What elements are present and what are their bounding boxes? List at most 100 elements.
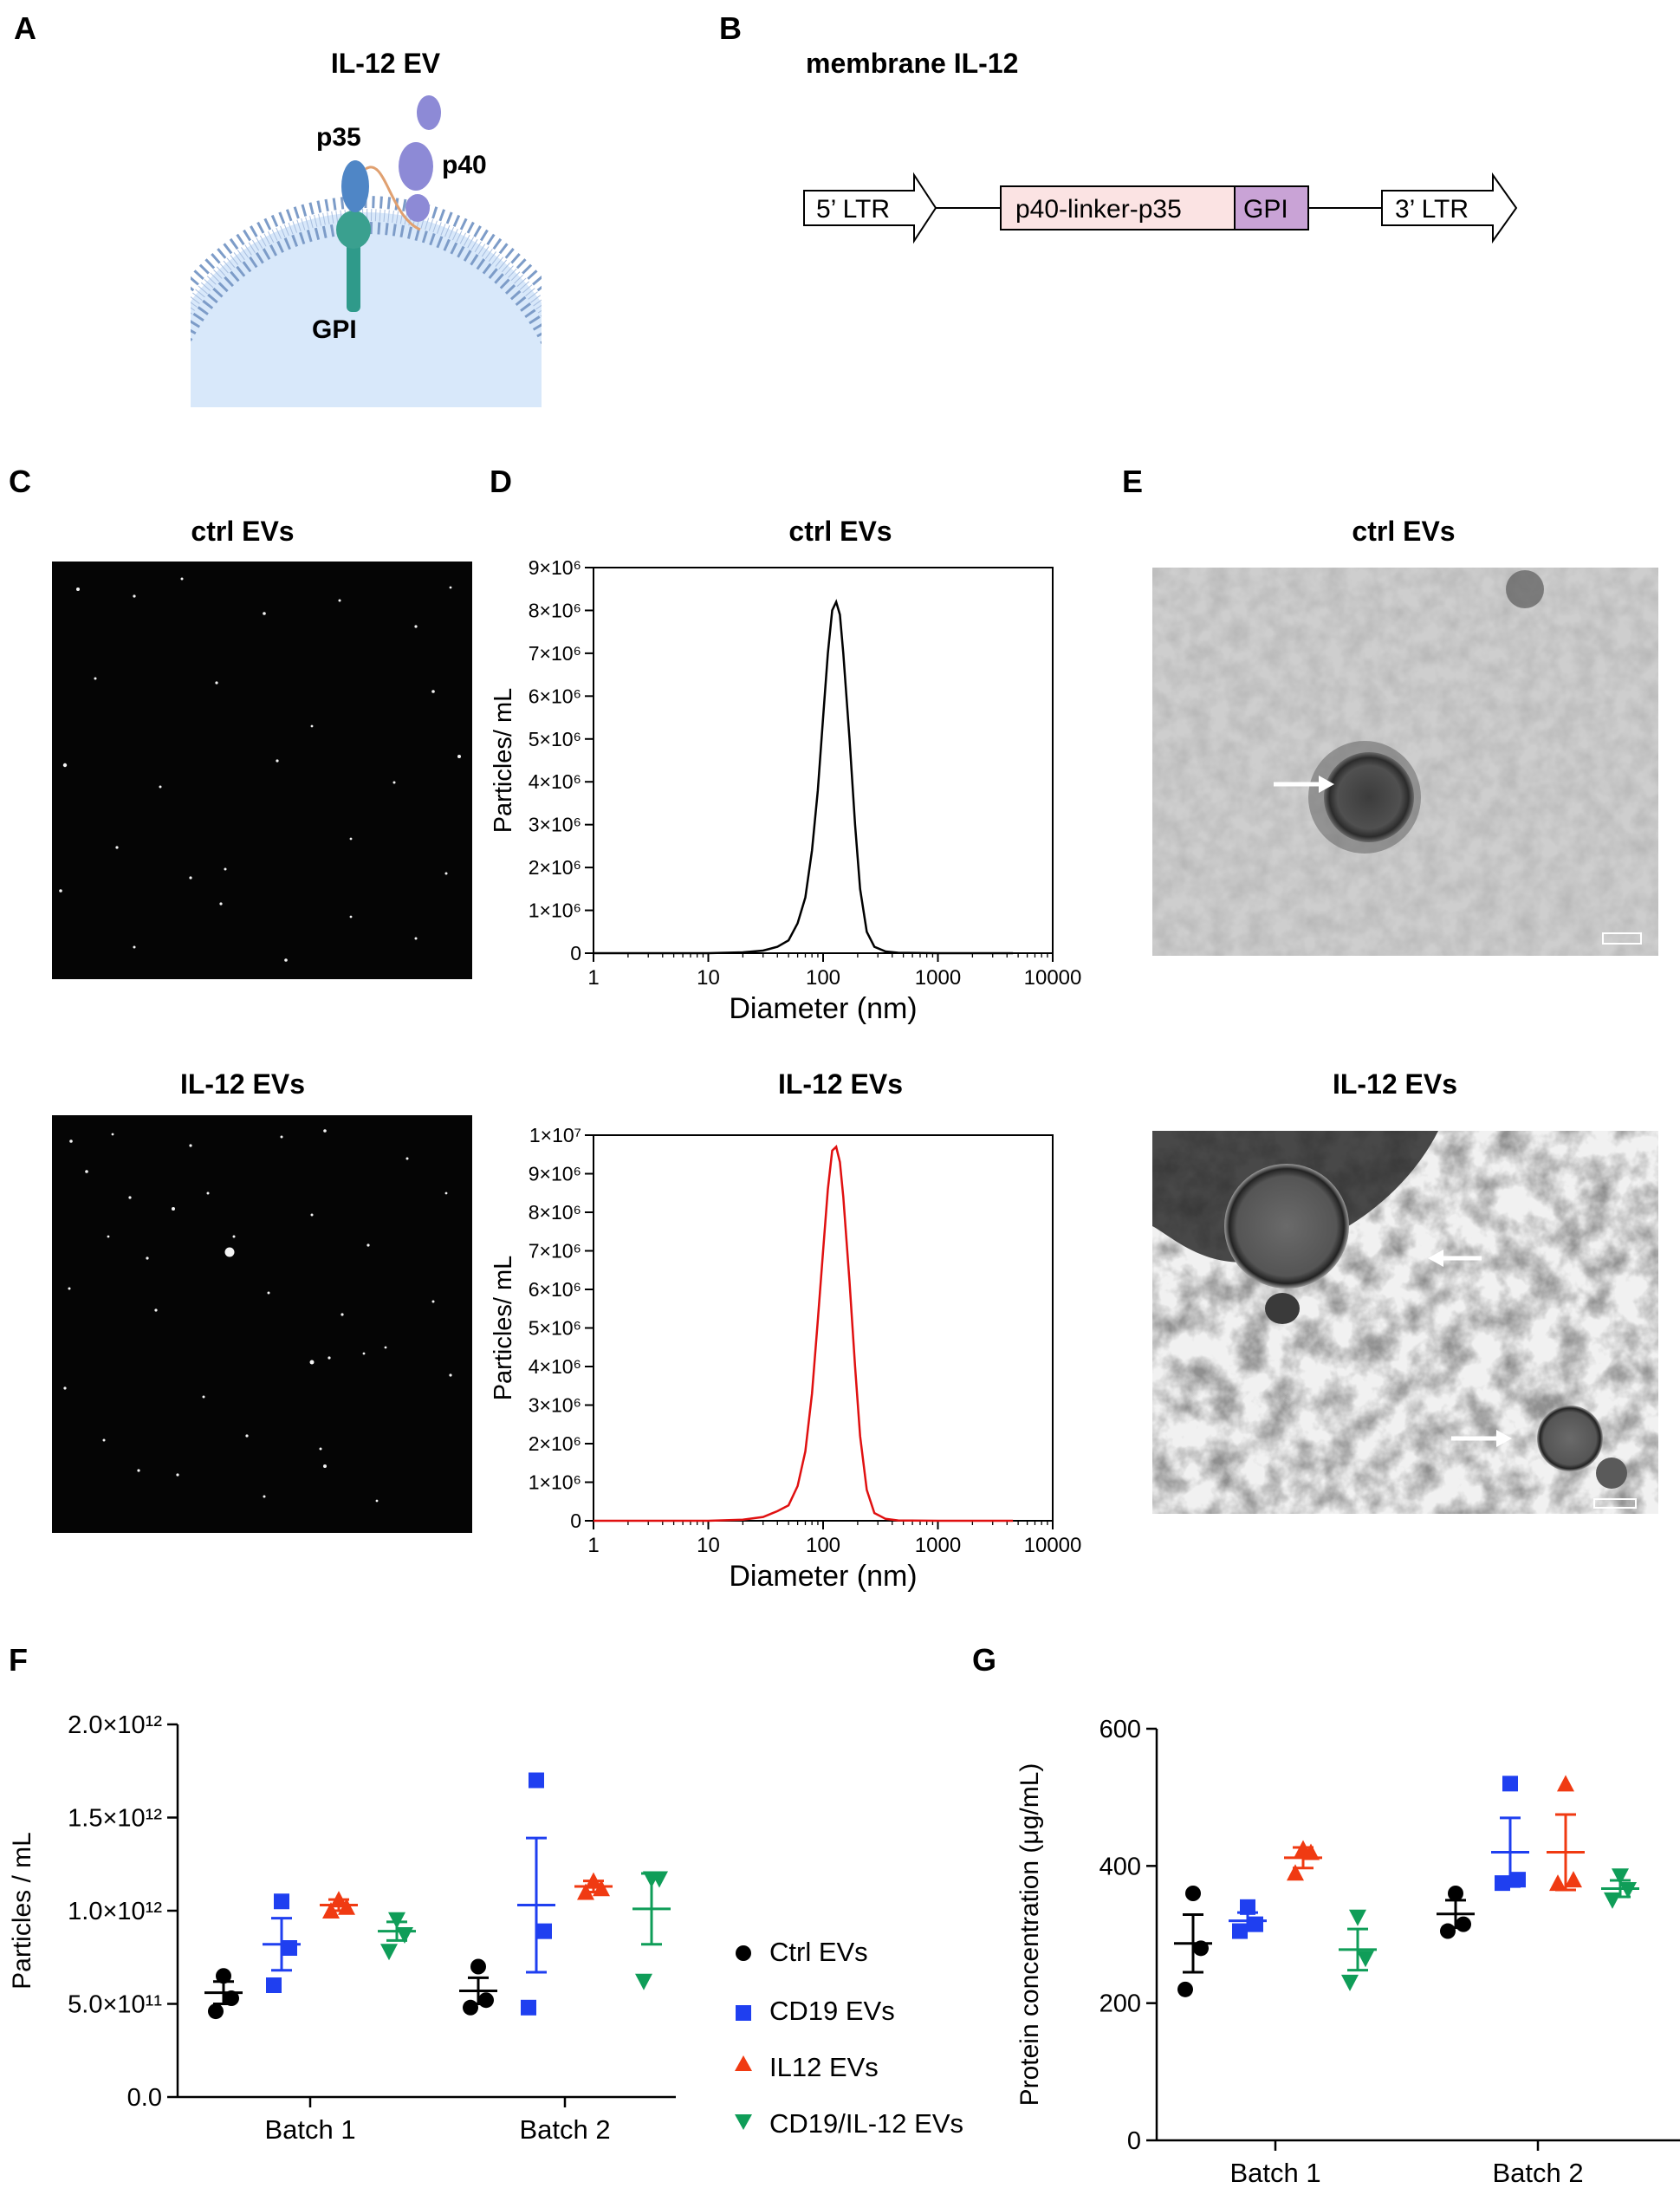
legend-marker-combo — [735, 2114, 752, 2130]
scale-bar-il12 — [1593, 1498, 1637, 1509]
y-tick-label: 4×10⁶ — [529, 1355, 581, 1378]
gpi-box-label: GPI — [1243, 195, 1288, 224]
label-p40: p40 — [442, 151, 487, 179]
p35-lower-domain — [336, 211, 371, 249]
data-point — [536, 1923, 552, 1939]
panel-letter-e: E — [1122, 464, 1144, 499]
data-point — [1612, 1868, 1629, 1886]
x-tick-label: 10000 — [1024, 1534, 1082, 1557]
plot-frame — [593, 1134, 1054, 1522]
data-point — [1448, 1886, 1463, 1901]
panel-c-title-top: ctrl EVs — [191, 516, 295, 547]
y-tick-label: 8×10⁶ — [529, 599, 581, 621]
x-tick-label: 1000 — [915, 1534, 961, 1557]
data-point — [463, 1999, 478, 2016]
data-point — [1287, 1864, 1304, 1881]
data-point — [1565, 1871, 1582, 1888]
data-point — [1619, 1882, 1637, 1899]
panel-e-title-top: ctrl EVs — [1352, 516, 1456, 547]
panel-c-title-bottom: IL-12 EVs — [179, 1068, 306, 1100]
y-tick-label: 0 — [1127, 2127, 1141, 2155]
panel-letter-f: F — [9, 1642, 28, 1678]
label-gpi: GPI — [312, 315, 357, 344]
data-point — [224, 1990, 239, 2007]
label-p35: p35 — [316, 123, 361, 152]
nta-frame-ctrl — [52, 562, 472, 979]
data-point — [643, 1871, 660, 1888]
y-axis-label: Particles/ mL — [490, 1256, 517, 1401]
data-point — [380, 1944, 398, 1961]
ltr5-label: 5’ LTR — [816, 195, 890, 224]
y-tick-label: 5.0×10¹¹ — [68, 1991, 162, 2019]
data-point — [1549, 1874, 1566, 1892]
legend: Ctrl EVs CD19 EVs IL12 EVs CD19/IL-12 EV… — [728, 1928, 1014, 2162]
category-label: Batch 1 — [264, 2114, 355, 2145]
y-tick-label: 1.5×10¹² — [68, 1805, 162, 1833]
data-point — [1440, 1923, 1456, 1939]
legend-label-ctrl: Ctrl EVs — [769, 1937, 868, 1967]
data-point — [274, 1893, 289, 1910]
size-distribution-line — [594, 1144, 1014, 1523]
tem-vesicle-il12-small — [1537, 1406, 1603, 1471]
y-tick-label: 1×10⁶ — [529, 899, 581, 922]
panel-a-title: IL-12 EV — [330, 48, 441, 79]
data-point — [1349, 1909, 1366, 1926]
size-distribution-line — [594, 599, 1014, 955]
data-point — [577, 1883, 594, 1900]
data-point — [1341, 1974, 1359, 1991]
tem-arrow-ctrl — [1274, 776, 1334, 793]
data-point — [1232, 1923, 1248, 1939]
y-tick-label: 9×10⁶ — [529, 1163, 581, 1185]
x-tick-label: 1 — [587, 966, 599, 990]
data-point — [1248, 1916, 1263, 1932]
ltr3-label: 3’ LTR — [1395, 195, 1469, 224]
y-tick-label: 8×10⁶ — [529, 1201, 581, 1224]
legend-marker-cd19 — [736, 2005, 751, 2021]
legend-label-il12: IL12 EVs — [769, 2052, 879, 2082]
plot-frame — [593, 567, 1054, 954]
y-axis-label: Protein concentration (μg/mL) — [1015, 1763, 1044, 2107]
x-axis-label: Diameter (nm) — [729, 992, 917, 1025]
x-tick-label: 100 — [806, 1534, 840, 1557]
data-point — [1604, 1892, 1621, 1909]
y-tick-label: 400 — [1099, 1853, 1141, 1880]
legend-label-cd19: CD19 EVs — [769, 1996, 895, 2026]
gpi-anchor-stem — [347, 243, 360, 312]
tem-vesicle-ctrl — [1324, 752, 1414, 842]
data-point — [216, 1968, 231, 1984]
panel-letter-c: C — [9, 464, 31, 499]
data-point — [282, 1940, 297, 1956]
chart-particles-per-ml: 0.0 5.0×10¹¹ 1.0×10¹² 1.5×10¹² 2.0×10¹² Batch… — [8, 1711, 676, 2145]
x-axis-label: Diameter (nm) — [729, 1560, 917, 1593]
panel-d-title-bottom: IL-12 EVs — [777, 1068, 904, 1100]
y-tick-label: 2.0×10¹² — [68, 1711, 162, 1739]
data-point — [1240, 1899, 1255, 1915]
x-tick-label: 1000 — [915, 966, 961, 990]
y-tick-label: 6×10⁶ — [529, 685, 581, 707]
tem-vesicle-il12-large — [1224, 1164, 1349, 1289]
y-tick-label: 5×10⁶ — [529, 728, 581, 750]
data-point — [585, 1872, 602, 1889]
chart-nta-ctrl: 0 1×10⁶ 2×10⁶ 3×10⁶ 4×10⁶ 5×10⁶ 6×10⁶ 7×10⁶ 8×10… — [490, 556, 1081, 1025]
insert-label: p40-linker-p35 — [1015, 195, 1182, 224]
ltr5-arrow — [803, 172, 937, 244]
y-tick-label: 0.0 — [127, 2084, 162, 2112]
legend-label-combo: CD19/IL-12 EVs — [769, 2108, 963, 2139]
y-tick-label: 0 — [570, 1510, 581, 1532]
linker — [365, 166, 421, 231]
p40-subunit-mid — [399, 142, 433, 191]
data-point — [521, 1999, 536, 2016]
data-point — [470, 1958, 486, 1975]
y-tick-label: 2×10⁶ — [529, 856, 581, 879]
y-tick-label: 4×10⁶ — [529, 770, 581, 793]
y-tick-label: 7×10⁶ — [529, 642, 581, 665]
data-point — [1510, 1872, 1526, 1888]
legend-marker-ctrl — [736, 1945, 751, 1961]
p40-subunit-top — [417, 95, 441, 130]
data-point — [1185, 1886, 1201, 1901]
data-point — [1495, 1875, 1510, 1892]
tem-arrow-il12-bottom — [1451, 1430, 1512, 1447]
data-point — [208, 2003, 224, 2020]
data-point — [1502, 1776, 1518, 1792]
y-tick-label: 1×10⁷ — [529, 1124, 581, 1146]
